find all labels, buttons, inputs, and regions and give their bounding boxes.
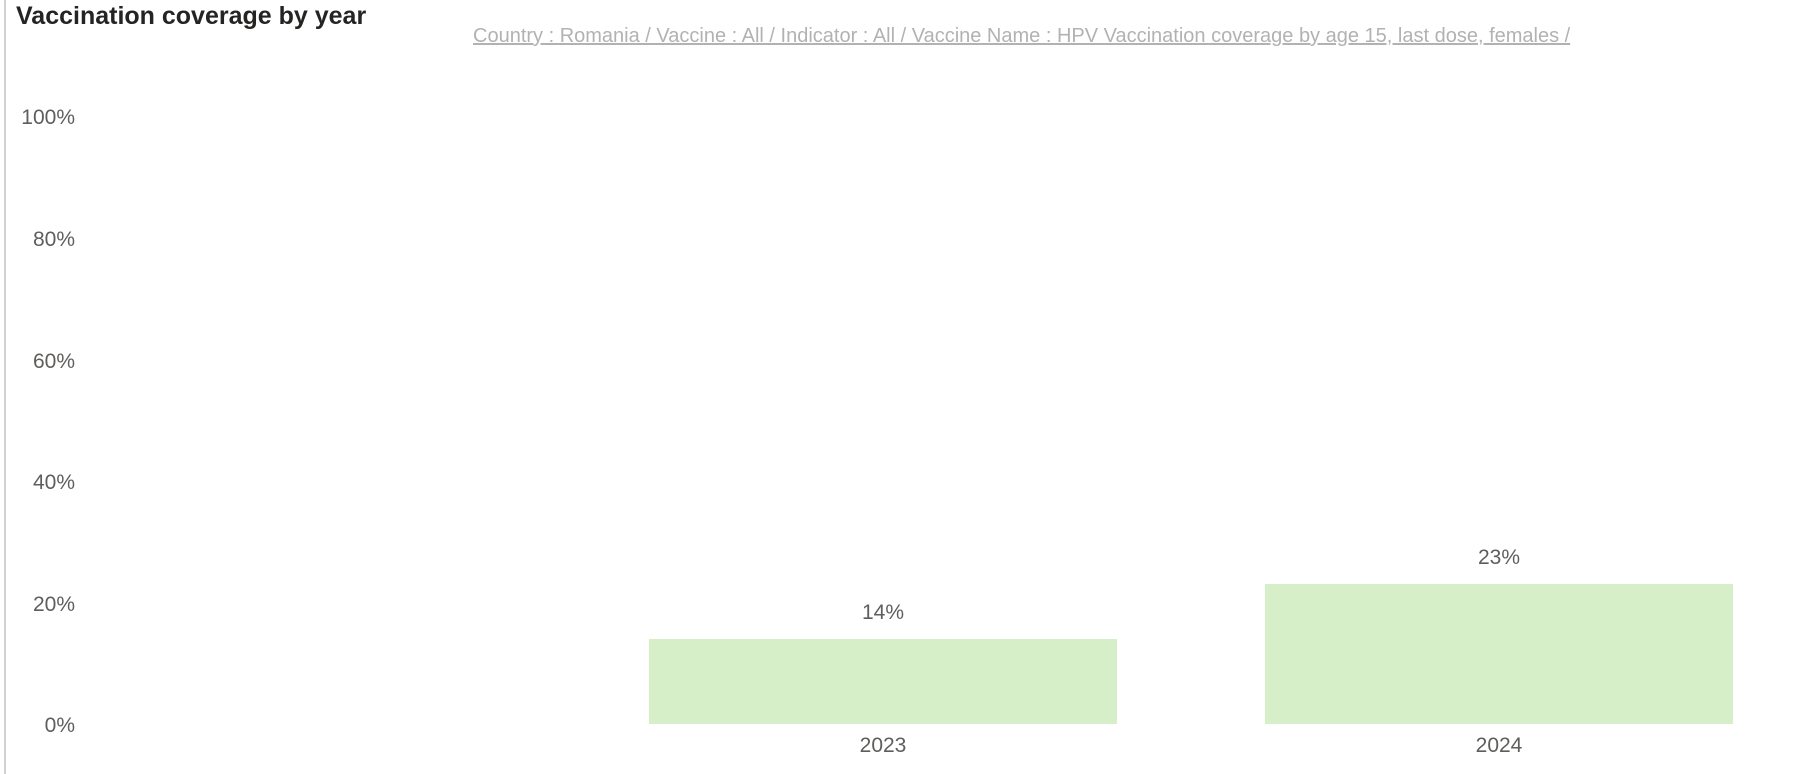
y-axis-tick-label: 0% [44,714,75,737]
filter-breadcrumb-link[interactable]: Country : Romania / Vaccine : All / Indi… [473,25,1571,47]
plot-area: 14% 2023 23% 2024 [0,116,1806,757]
y-axis-tick-label: 60% [32,350,75,373]
x-axis-category-label: 2024 [1475,734,1523,757]
bar-group: 14% 2023 [649,601,1117,757]
y-axis-tick-label: 80% [32,228,75,251]
x-axis-category-label: 2023 [859,734,907,757]
page-title: Vaccination coverage by year [16,2,367,30]
y-axis-tick-label: 100% [21,106,75,129]
bar-2023[interactable] [649,639,1117,724]
bar-group: 23% 2024 [1265,546,1733,757]
y-axis-tick-label: 20% [32,593,75,616]
bar-2024[interactable] [1265,584,1733,724]
y-axis-tick-label: 40% [32,471,75,494]
left-divider [4,0,6,774]
bar-value-label: 14% [861,601,905,624]
bar-value-label: 23% [1477,546,1521,569]
